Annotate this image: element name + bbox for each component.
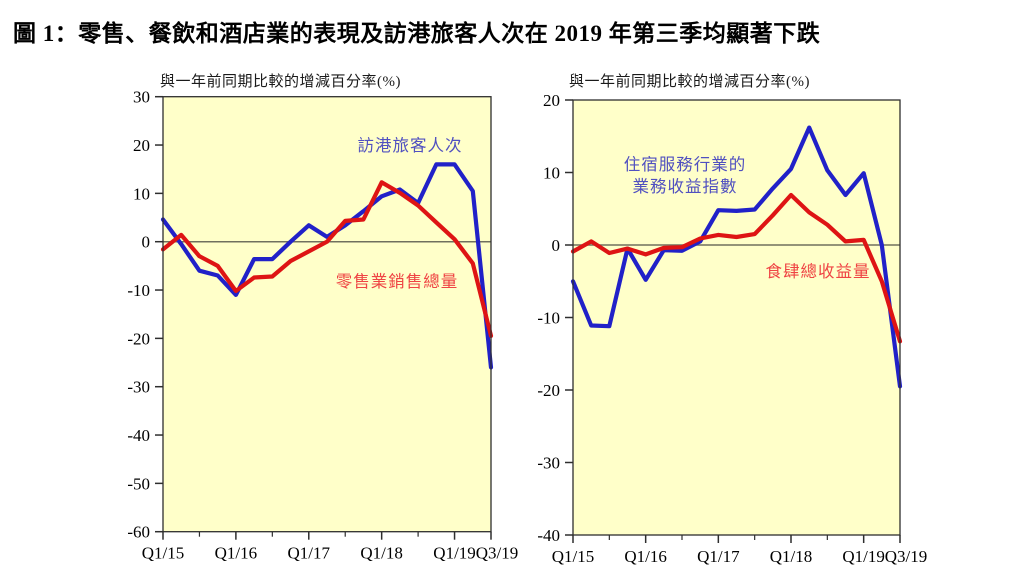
y-tick-label: -20 <box>537 381 560 400</box>
series-line-blue <box>160 162 494 370</box>
y-tick-label: -30 <box>537 454 560 473</box>
x-tick-label: Q1/16 <box>624 547 667 566</box>
x-tick-label: Q1/16 <box>215 544 258 563</box>
plot-frame <box>162 96 492 533</box>
plot-area <box>163 96 491 532</box>
right-chart-axis-title: 與一年前同期比較的增減百分率(%) <box>569 74 810 90</box>
x-tick-label: Q1/15 <box>142 544 185 563</box>
y-tick-label: 0 <box>142 233 151 252</box>
series-line-red <box>570 192 903 344</box>
x-tick-label: Q1/18 <box>360 544 403 563</box>
x-tick-label: Q1/19 <box>433 544 476 563</box>
series-label-blue: 訪港旅客人次 <box>358 136 463 155</box>
y-tick-label: 20 <box>133 136 150 155</box>
y-tick-label: -40 <box>127 426 150 445</box>
series-label-blue: 住宿服務行業的 <box>624 155 747 174</box>
y-tick-label: -10 <box>127 281 150 300</box>
y-tick-label: 10 <box>133 184 150 203</box>
x-tick-label: Q1/15 <box>552 547 595 566</box>
y-tick-label: -60 <box>127 523 150 542</box>
y-tick-label: -20 <box>127 329 150 348</box>
series-label-red: 零售業銷售總量 <box>336 272 459 291</box>
page-title: 圖 1：零售、餐飲和酒店業的表現及訪港旅客人次在 2019 年第三季均顯著下跌 <box>13 21 821 46</box>
x-tick-label: Q1/17 <box>697 547 740 566</box>
left-chart-axis-title: 與一年前同期比較的增減百分率(%) <box>160 74 401 90</box>
visitors-retail-chart: 30 20 10 0 -10 -20 -30 -40 -50 -60 Q1/15 Q1/16 Q1/17… <box>127 88 519 563</box>
x-tick-label: Q1/17 <box>288 544 331 563</box>
x-tick-label: Q3/19 <box>476 544 519 563</box>
y-tick-label: -10 <box>537 309 560 328</box>
y-tick-label: 10 <box>543 164 560 183</box>
series-line-red <box>160 180 494 338</box>
y-tick-label: -40 <box>537 526 560 545</box>
x-tick-label: Q1/19 <box>842 547 885 566</box>
y-tick-label: 20 <box>543 91 560 110</box>
y-tick-label: -30 <box>127 378 150 397</box>
x-tick-label: Q1/18 <box>770 547 813 566</box>
y-tick-label: 30 <box>133 88 150 107</box>
y-tick-label: 0 <box>552 236 561 255</box>
accommodation-restaurants-chart: 20 10 0 -10 -20 -30 -40 Q1/15 Q1/16 Q1/17 Q1/18 Q1/… <box>537 91 928 566</box>
y-tick-label: -50 <box>127 474 150 493</box>
x-tick-label: Q3/19 <box>885 547 928 566</box>
series-label-blue: 業務收益指數 <box>633 177 738 196</box>
plot-area <box>573 100 900 535</box>
series-label-red: 食肆總收益量 <box>766 262 871 281</box>
